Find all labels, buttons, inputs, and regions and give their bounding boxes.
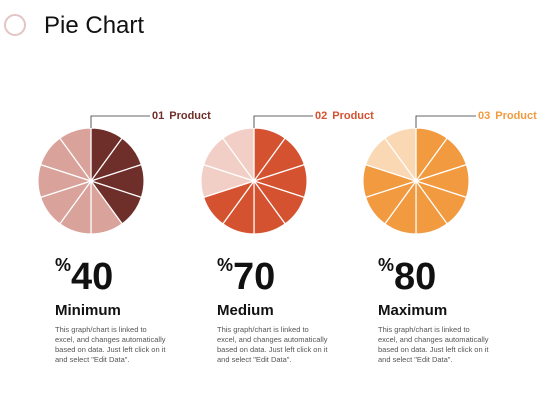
pie-2-label-number: 02 xyxy=(315,110,328,122)
title-circle-icon xyxy=(4,14,26,36)
stat-3-percent-value: 80 xyxy=(394,256,437,298)
page-title: Pie Chart xyxy=(44,12,145,39)
pie-3-label-text: Product xyxy=(495,110,537,122)
stat-1-percent-symbol: % xyxy=(55,255,72,275)
pie-1-label-text: Product xyxy=(169,110,211,122)
stat-2-percent-value: 70 xyxy=(233,256,276,298)
pie-1-label: 01 Product xyxy=(152,110,211,122)
stat-2-caption: Medium xyxy=(217,302,274,319)
stat-3-percent-symbol: % xyxy=(378,255,395,275)
stat-1-percent: %40 xyxy=(55,256,195,296)
stat-2-description: This graph/chart is linked to excel, and… xyxy=(217,325,328,364)
stat-2-percent-symbol: % xyxy=(217,255,234,275)
stat-2-percent: %70 xyxy=(217,256,357,296)
stat-3-description: This graph/chart is linked to excel, and… xyxy=(378,325,489,364)
pie-1-leader-line xyxy=(90,115,150,128)
stat-3-percent: %80 xyxy=(378,256,518,296)
pie-1-label-number: 01 xyxy=(152,110,165,122)
pie-3-leader-line xyxy=(415,115,476,128)
stat-1-description: This graph/chart is linked to excel, and… xyxy=(55,325,166,364)
pie-2-slice-2-segment-3 xyxy=(222,127,255,183)
stat-block-2: %70 Medium This graph/chart is linked to… xyxy=(217,256,357,365)
pie-2-leader-line xyxy=(253,115,313,128)
stat-3-caption: Maximum xyxy=(378,302,448,319)
stat-1-caption: Minimum xyxy=(55,302,121,319)
pie-3-label-number: 03 xyxy=(478,110,491,122)
stat-1-percent-value: 40 xyxy=(71,256,114,298)
header: Pie Chart xyxy=(0,0,560,56)
pie-2-label-text: Product xyxy=(332,110,374,122)
pie-charts xyxy=(37,115,476,235)
pie-2-label: 02 Product xyxy=(315,110,374,122)
pie-1-slice-2-segment-6 xyxy=(59,127,92,183)
stat-block-1: %40 Minimum This graph/chart is linked t… xyxy=(55,256,195,365)
pie-3-slice-2-segment-2 xyxy=(384,127,417,183)
pie-3-label: 03 Product xyxy=(478,110,537,122)
stat-block-3: %80 Maximum This graph/chart is linked t… xyxy=(378,256,518,365)
